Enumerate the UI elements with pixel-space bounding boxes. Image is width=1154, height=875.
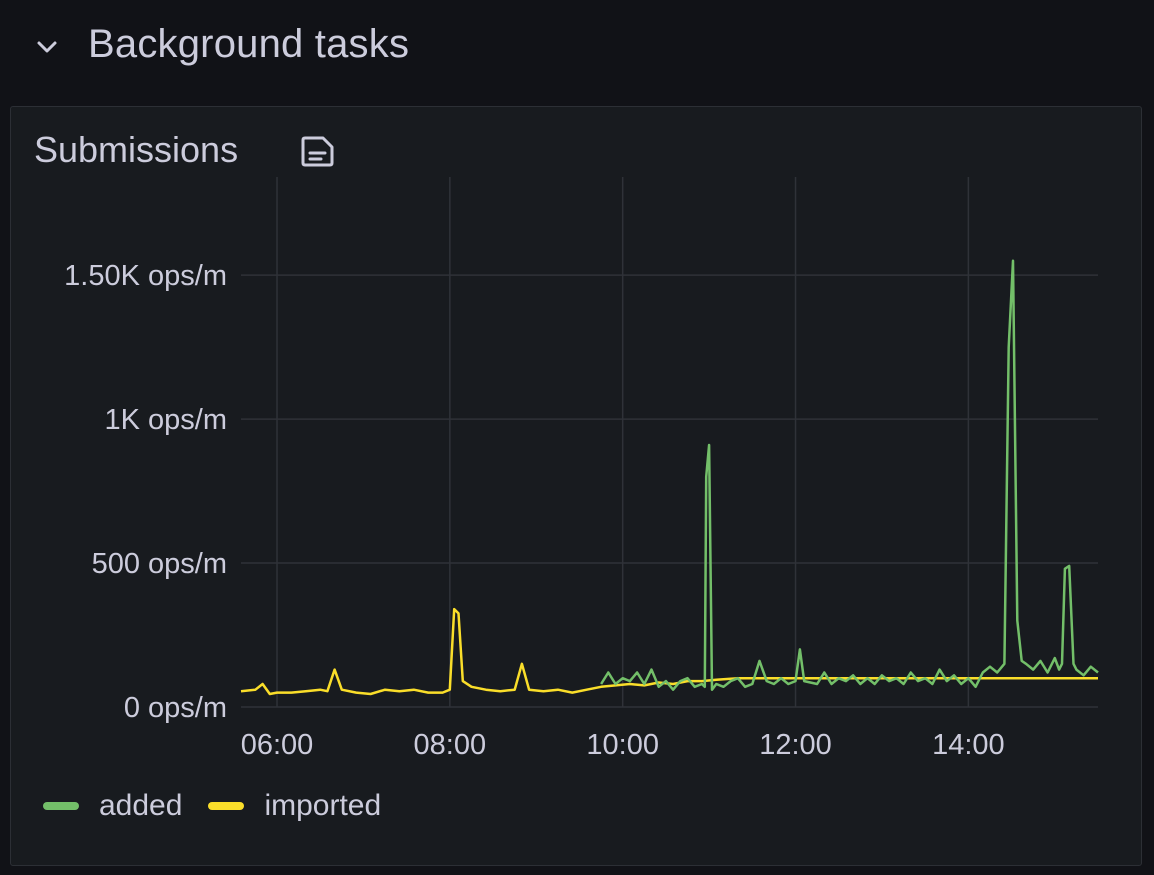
legend-swatch-added xyxy=(43,802,79,810)
series-line-imported xyxy=(240,607,1098,696)
chart-legend: added imported xyxy=(43,789,407,823)
legend-swatch-imported xyxy=(208,802,245,810)
panel-title[interactable]: Submissions xyxy=(34,129,239,170)
x-tick-label: 14:00 xyxy=(932,729,1005,761)
y-tick-label: 1.50K ops/m xyxy=(64,260,227,292)
row-header: Background tasks xyxy=(0,0,1154,100)
x-tick-label: 10:00 xyxy=(586,729,659,761)
chart-grid xyxy=(241,177,1098,708)
row-title[interactable]: Background tasks xyxy=(88,22,410,66)
y-axis: 0 ops/m 500 ops/m 1K ops/m 1.50K ops/m xyxy=(64,260,227,724)
series-line-added xyxy=(600,259,1099,691)
x-tick-label: 12:00 xyxy=(759,729,832,761)
legend-item-added[interactable]: added xyxy=(43,789,182,823)
y-tick-label: 500 ops/m xyxy=(92,548,227,580)
x-tick-label: 06:00 xyxy=(241,729,314,761)
chart-series xyxy=(240,259,1099,696)
submissions-panel: Submissions 0 ops/m 500 ops/m 1K ops/m 1.50… xyxy=(10,106,1142,866)
y-tick-label: 1K ops/m xyxy=(105,404,228,436)
legend-item-imported[interactable]: imported xyxy=(208,789,381,823)
legend-label-imported: imported xyxy=(264,789,382,822)
chevron-down-icon[interactable] xyxy=(32,32,62,62)
panel-description-icon[interactable] xyxy=(299,133,337,169)
y-tick-label: 0 ops/m xyxy=(124,692,227,724)
submissions-chart: 0 ops/m 500 ops/m 1K ops/m 1.50K ops/m 06:0… xyxy=(64,177,1099,761)
legend-label-added: added xyxy=(99,789,183,822)
x-axis: 06:00 08:00 10:00 12:00 14:00 xyxy=(241,729,1005,761)
x-tick-label: 08:00 xyxy=(414,729,487,761)
